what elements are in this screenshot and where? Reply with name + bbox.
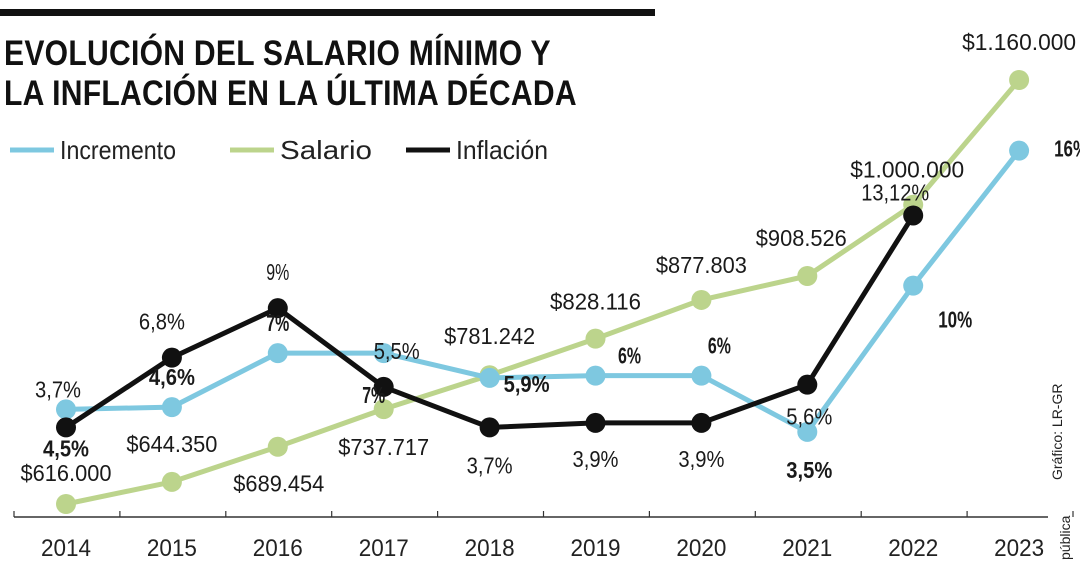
data-label: 5,6% (786, 404, 832, 430)
data-point (585, 365, 606, 386)
data-point (1009, 140, 1030, 161)
series-line (65, 78, 1022, 507)
data-label: 9% (266, 259, 289, 285)
data-label: 3,7% (467, 452, 513, 478)
x-tick-label: 2014 (41, 535, 91, 562)
data-label: $781.242 (444, 323, 535, 349)
chart-title-line1: EVOLUCIÓN DEL SALARIO MÍNIMO Y (4, 34, 551, 73)
data-point (903, 205, 924, 226)
x-tick-label: 2023 (994, 535, 1044, 562)
data-label: 6,8% (139, 309, 185, 335)
data-label: 16% (1054, 136, 1080, 162)
x-tick-label: 2018 (465, 535, 515, 562)
data-point (585, 412, 606, 433)
data-point (267, 436, 288, 457)
data-point (1009, 70, 1030, 90)
chart-title: EVOLUCIÓN DEL SALARIO MÍNIMO Y LA INFLAC… (4, 34, 589, 114)
data-point (373, 343, 394, 364)
data-label: 3,9% (573, 446, 619, 472)
data-point (797, 421, 818, 442)
data-point (161, 397, 182, 418)
chart-title-line2: LA INFLACIÓN EN LA ÚLTIMA DÉCADA (4, 74, 577, 113)
data-label: $1.000.000 (850, 157, 964, 183)
x-tick-label: 2017 (359, 535, 409, 562)
data-label: 4,6% (149, 364, 195, 390)
data-point (56, 417, 76, 438)
legend-label: Salario (280, 135, 372, 165)
data-point (479, 417, 500, 438)
data-label: 3,5% (786, 457, 832, 483)
data-point (267, 298, 288, 319)
data-label: 13,12% (861, 179, 929, 205)
legend-label: Inflación (456, 135, 548, 165)
data-label: 3,9% (678, 446, 724, 472)
chart-credit: Gráfico: LR-GR (1049, 383, 1065, 480)
data-point (267, 343, 288, 364)
data-point (903, 275, 924, 296)
x-tick-label: 2020 (676, 535, 726, 562)
data-point (161, 347, 182, 368)
legend-label: Incremento (60, 135, 176, 165)
data-point (373, 376, 394, 397)
data-label: $908.526 (756, 225, 847, 251)
data-label: 5,9% (504, 371, 550, 397)
data-label: 5,5% (374, 338, 420, 364)
data-point (161, 471, 182, 492)
data-point (691, 412, 712, 433)
x-tick-label: 2015 (147, 535, 197, 562)
data-label: 4,5% (43, 435, 89, 461)
data-label: $1.160.000 (962, 29, 1076, 55)
data-label: $644.350 (126, 431, 217, 457)
top-rule (0, 9, 655, 16)
data-label: $689.454 (233, 471, 324, 497)
data-point (56, 494, 76, 514)
x-tick-label: 2016 (253, 535, 303, 562)
data-point (691, 365, 712, 386)
data-label: $877.803 (656, 252, 747, 278)
data-label: 6% (708, 333, 731, 359)
data-point (56, 399, 76, 420)
data-point (797, 266, 818, 287)
x-tick-label: 2019 (571, 535, 621, 562)
source-fragment: pública (1057, 515, 1073, 560)
data-label: 6% (618, 343, 641, 369)
data-label: $616.000 (21, 460, 112, 486)
data-point (797, 374, 818, 395)
data-point (585, 328, 606, 349)
data-label: 10% (938, 307, 972, 333)
data-label: 3,7% (35, 376, 81, 402)
data-label: $737.717 (338, 434, 429, 460)
data-label: $828.116 (550, 289, 641, 315)
data-label: 7% (266, 310, 289, 336)
data-point (373, 399, 394, 420)
x-tick-label: 2022 (888, 535, 938, 562)
data-point (479, 367, 500, 388)
data-point (691, 289, 712, 310)
x-tick-label: 2021 (782, 535, 832, 562)
series-line (65, 149, 1022, 435)
data-label: 7% (362, 382, 385, 408)
